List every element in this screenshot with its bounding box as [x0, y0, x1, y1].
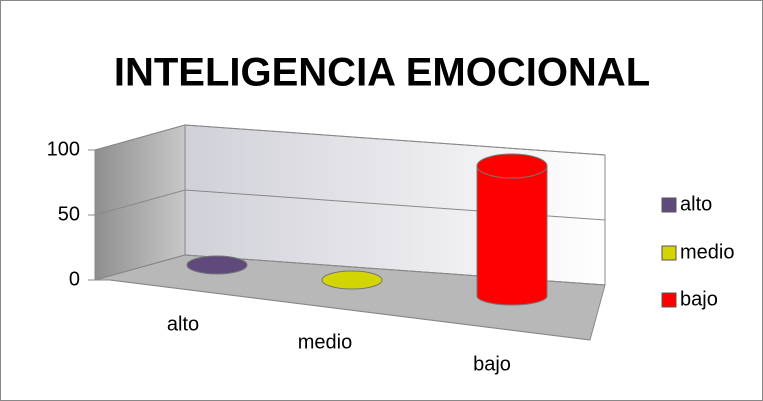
grid-line [94, 189, 606, 221]
cylinder [186, 255, 248, 275]
cylinder [321, 270, 383, 290]
legend-label: medio [680, 241, 734, 263]
cylinder-top [476, 153, 548, 179]
x-tick-label: alto [167, 313, 199, 335]
cylinder-top [321, 270, 383, 290]
grid-line [94, 124, 606, 156]
y-tick-label: 0 [69, 268, 80, 290]
legend-swatch [661, 245, 677, 261]
cylinder-body [476, 165, 548, 306]
grid-line [94, 254, 606, 286]
cylinder [476, 153, 548, 306]
legend-swatch [661, 292, 677, 308]
x-tick-label: bajo [473, 353, 511, 375]
y-tick-label: 50 [58, 203, 80, 225]
legend-swatch [661, 197, 677, 213]
legend-label: alto [680, 193, 712, 215]
y-tick-label: 100 [47, 138, 80, 160]
x-tick-label: medio [298, 331, 352, 353]
legend-label: bajo [680, 288, 718, 310]
cylinder-top [186, 255, 248, 275]
floor-edge [109, 279, 591, 341]
chart-title: INTELIGENCIA EMOCIONAL [114, 51, 650, 95]
